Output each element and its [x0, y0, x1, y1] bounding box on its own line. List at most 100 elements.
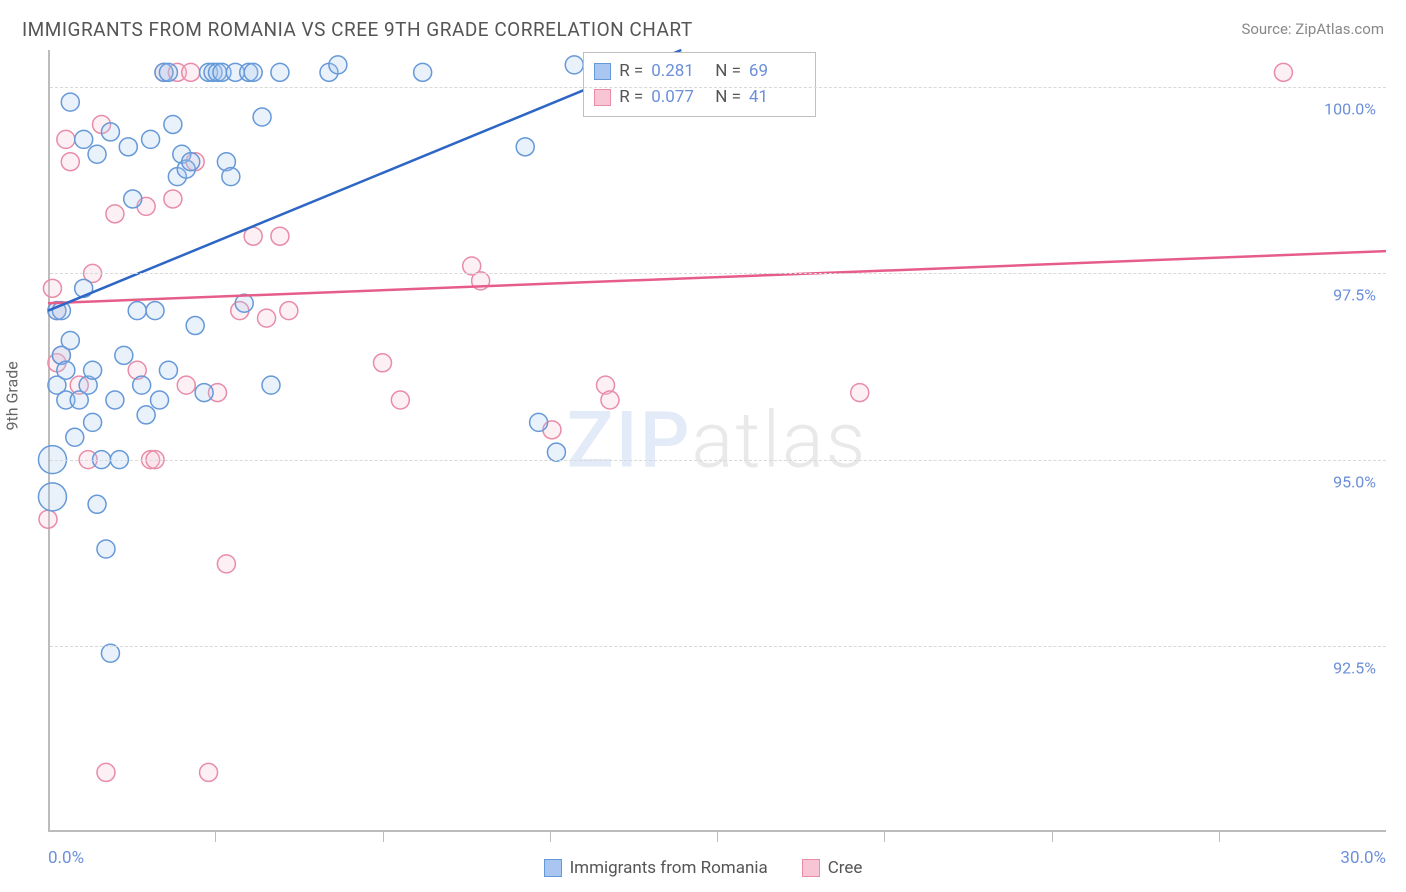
y-tick-label: 92.5%: [1333, 658, 1376, 677]
x-minor-tick: [1219, 832, 1220, 842]
scatter-point: [1274, 63, 1292, 81]
scatter-point: [391, 391, 409, 409]
scatter-point: [182, 153, 200, 171]
n-label: N =: [715, 85, 741, 111]
scatter-point: [106, 391, 124, 409]
x-minor-tick: [717, 832, 718, 842]
n-label: N =: [715, 59, 741, 85]
gridline: [50, 646, 1386, 647]
scatter-point: [164, 190, 182, 208]
scatter-point: [177, 376, 195, 394]
legend-label-a: Immigrants from Romania: [570, 858, 768, 878]
scatter-point: [61, 93, 79, 111]
legend: Immigrants from Romania Cree: [0, 858, 1406, 878]
scatter-point: [164, 115, 182, 133]
scatter-point: [258, 309, 276, 327]
scatter-point: [43, 279, 61, 297]
scatter-point: [84, 413, 102, 431]
y-tick-label: 97.5%: [1333, 286, 1376, 305]
scatter-point: [119, 138, 137, 156]
scatter-point: [137, 406, 155, 424]
scatter-point: [57, 361, 75, 379]
gridline: [50, 87, 1386, 88]
scatter-point: [61, 153, 79, 171]
gridline: [50, 460, 1386, 461]
scatter-point: [217, 555, 235, 573]
scatter-point: [271, 63, 289, 81]
scatter-point: [530, 413, 548, 431]
scatter-point: [851, 384, 869, 402]
scatter-point: [262, 376, 280, 394]
scatter-point: [75, 130, 93, 148]
scatter-point: [329, 56, 347, 74]
scatter-point: [101, 644, 119, 662]
legend-item-b: Cree: [802, 858, 863, 878]
scatter-point: [39, 510, 57, 528]
legend-label-b: Cree: [828, 858, 863, 878]
swatch-b-icon: [802, 859, 820, 877]
scatter-point: [133, 376, 151, 394]
x-minor-tick: [383, 832, 384, 842]
scatter-point: [186, 317, 204, 335]
scatter-point: [88, 145, 106, 163]
r-label: R =: [619, 85, 643, 111]
scatter-point: [374, 354, 392, 372]
scatter-point: [159, 63, 177, 81]
r-label: R =: [619, 59, 643, 85]
scatter-point: [516, 138, 534, 156]
scatter-point: [200, 763, 218, 781]
scatter-point: [128, 302, 146, 320]
scatter-point: [101, 123, 119, 141]
scatter-point: [253, 108, 271, 126]
scatter-point: [271, 227, 289, 245]
scatter-point: [146, 302, 164, 320]
scatter-point: [66, 428, 84, 446]
scatter-point: [151, 391, 169, 409]
scatter-point: [195, 384, 213, 402]
scatter-point: [280, 302, 298, 320]
scatter-point: [106, 205, 124, 223]
x-minor-tick: [550, 832, 551, 842]
scatter-point: [88, 495, 106, 513]
swatch-a-icon: [544, 859, 562, 877]
source-link[interactable]: ZipAtlas.com: [1295, 20, 1384, 38]
r-value-b: 0.077: [651, 85, 707, 111]
scatter-point: [38, 483, 66, 511]
scatter-point: [182, 63, 200, 81]
scatter-point: [142, 130, 160, 148]
stats-box: R = 0.281 N = 69 R = 0.077 N = 41: [583, 52, 816, 117]
n-value-a: 69: [749, 59, 805, 85]
scatter-point: [124, 190, 142, 208]
stats-row-b: R = 0.077 N = 41: [594, 85, 805, 111]
legend-item-a: Immigrants from Romania: [544, 858, 768, 878]
swatch-a-icon: [594, 63, 611, 80]
swatch-b-icon: [594, 89, 611, 106]
x-minor-tick: [215, 832, 216, 842]
scatter-point: [601, 391, 619, 409]
source-label: Source:: [1241, 20, 1295, 38]
n-value-b: 41: [749, 85, 805, 111]
scatter-point: [222, 168, 240, 186]
r-value-a: 0.281: [651, 59, 707, 85]
chart-title: IMMIGRANTS FROM ROMANIA VS CREE 9TH GRAD…: [22, 18, 693, 41]
stats-row-a: R = 0.281 N = 69: [594, 59, 805, 85]
source-attribution: Source: ZipAtlas.com: [1241, 20, 1384, 38]
y-tick-label: 95.0%: [1333, 472, 1376, 491]
scatter-point: [57, 130, 75, 148]
scatter-point: [97, 763, 115, 781]
scatter-point: [159, 361, 177, 379]
plot-area: ZIPatlas R = 0.281 N = 69 R = 0.077 N = …: [48, 50, 1386, 832]
x-minor-tick: [1052, 832, 1053, 842]
scatter-point: [84, 361, 102, 379]
scatter-point: [565, 56, 583, 74]
trend-line: [48, 251, 1386, 303]
scatter-point: [244, 63, 262, 81]
scatter-point: [61, 331, 79, 349]
plot-svg: [48, 50, 1386, 832]
gridline: [50, 273, 1386, 274]
x-minor-tick: [884, 832, 885, 842]
y-tick-label: 100.0%: [1324, 100, 1376, 119]
scatter-point: [547, 443, 565, 461]
y-axis-label: 9th Grade: [3, 361, 22, 430]
scatter-point: [414, 63, 432, 81]
